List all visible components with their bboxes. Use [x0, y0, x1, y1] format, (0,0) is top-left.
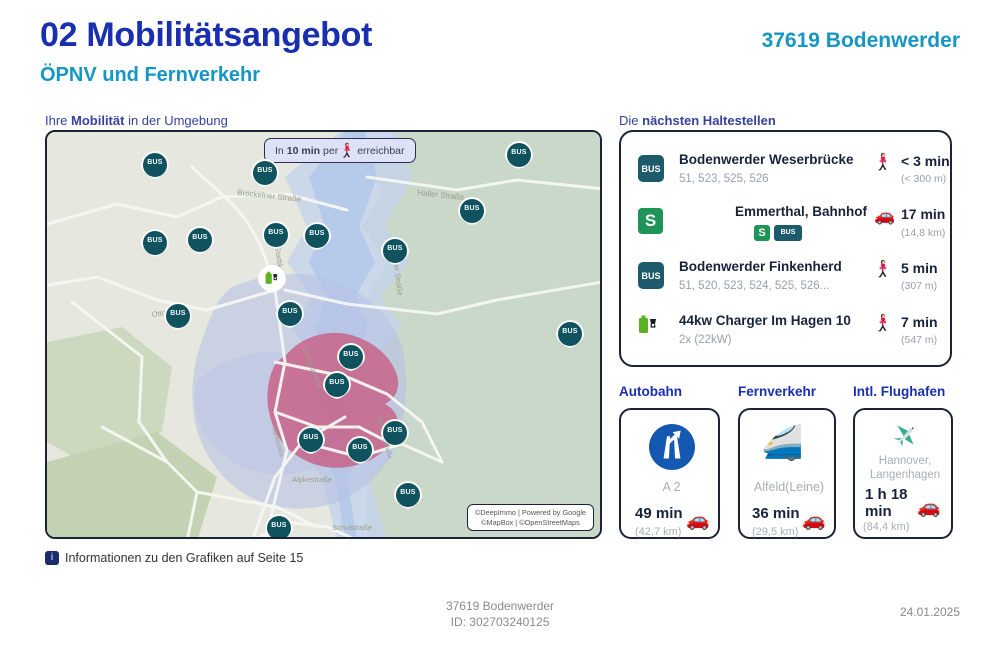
svg-text:Schulstraße: Schulstraße: [332, 523, 372, 532]
svg-text:Alpkestraße: Alpkestraße: [292, 475, 332, 484]
